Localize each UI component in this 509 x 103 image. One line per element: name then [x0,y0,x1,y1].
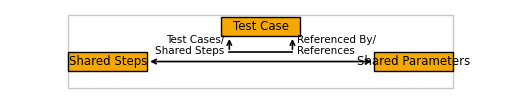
Text: Shared Steps: Shared Steps [69,55,147,68]
FancyBboxPatch shape [68,52,147,71]
Text: Test Case: Test Case [233,20,289,33]
Text: Referenced By/
References: Referenced By/ References [297,35,376,56]
Text: Test Cases/
Shared Steps: Test Cases/ Shared Steps [155,35,224,56]
Text: Shared Parameters: Shared Parameters [357,55,470,68]
FancyBboxPatch shape [221,17,300,36]
FancyBboxPatch shape [375,52,454,71]
